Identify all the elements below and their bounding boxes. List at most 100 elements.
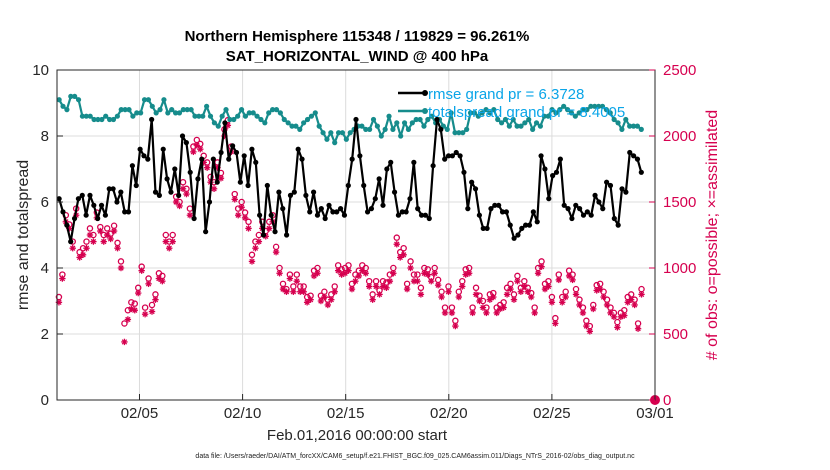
totalspread-point (596, 103, 602, 109)
obs-star-stroke (531, 310, 538, 316)
totalspread-point (281, 116, 287, 123)
rmse-point (145, 156, 151, 162)
x-tick-label: 02/20 (430, 405, 468, 422)
obs-assimilated-marker (638, 291, 645, 298)
obs-star-stroke (428, 278, 434, 284)
rmse-point (87, 192, 93, 198)
obs-star-stroke (638, 291, 645, 298)
obs-assimilated-marker (166, 245, 173, 252)
totalspread-point (184, 107, 190, 113)
obs-assimilated-marker (459, 283, 466, 290)
totalspread-point (72, 93, 78, 99)
rmse-point (122, 209, 128, 215)
totalspread-point (107, 116, 113, 123)
obs-star-stroke (107, 236, 114, 242)
totalspread-point (219, 113, 225, 119)
totalspread-point (530, 126, 536, 132)
obs-star-stroke (442, 310, 448, 316)
obs-star-stroke (507, 286, 514, 292)
obs-assimilated-marker (596, 285, 604, 293)
rmse-point (106, 186, 112, 192)
obs-star-stroke (359, 267, 365, 274)
obs-star-stroke (373, 283, 379, 290)
rmse-point (538, 153, 544, 159)
obs-star-stroke (456, 294, 462, 300)
totalspread-series (56, 93, 644, 146)
y-axis-label-left: rmse and totalspread (15, 160, 32, 310)
rmse-point (71, 215, 78, 222)
obs-assimilated-marker (179, 185, 187, 192)
rmse-point (222, 120, 228, 126)
totalspread-point (584, 107, 590, 113)
obs-star-stroke (83, 245, 90, 251)
obs-possible-marker (117, 258, 125, 265)
obs-assimilated-marker (352, 278, 359, 285)
obs-assimilated-marker (428, 278, 435, 285)
rmse-point (287, 192, 294, 198)
totalspread-point (549, 107, 555, 113)
totalspread-point (634, 123, 641, 129)
obs-star-stroke (394, 241, 400, 247)
obs-assimilated-marker (245, 225, 252, 232)
totalspread-point (235, 113, 241, 119)
rmse-point (129, 163, 135, 169)
obs-assimilated-marker (490, 293, 497, 301)
obs-star-stroke (138, 267, 145, 274)
totalspread-point (382, 126, 388, 132)
obs-assimilated-marker (531, 309, 538, 317)
obs-assimilated-marker (579, 309, 587, 317)
rmse-point (634, 156, 641, 162)
totalspread-point (238, 107, 245, 113)
rmse-point (249, 146, 255, 152)
rmse-point (619, 186, 625, 192)
obs-star-stroke (294, 278, 300, 284)
rmse-point (407, 196, 413, 202)
obs-star-stroke (576, 302, 583, 308)
rmse-point (573, 202, 579, 208)
obs-star-stroke (390, 270, 397, 276)
rmse-point (349, 156, 355, 162)
totalspread-point (561, 103, 567, 109)
obs-assimilated-marker (500, 304, 507, 311)
x-tick-label: 02/15 (327, 405, 365, 422)
obs-star-stroke (190, 149, 197, 155)
rmse-point (179, 133, 186, 139)
obs-assimilated-marker (286, 275, 294, 282)
totalspread-point (370, 116, 377, 123)
obs-assimilated-marker (465, 270, 473, 277)
rmse-point (364, 209, 371, 215)
obs-star-stroke (235, 212, 241, 218)
rmse-point (515, 232, 521, 238)
totalspread-point (200, 113, 206, 119)
rmse-point (295, 146, 301, 152)
obs-assimilated-marker (469, 309, 476, 317)
obs-star-stroke (159, 278, 166, 284)
totalspread-point (386, 113, 392, 119)
obs-star-stroke (266, 225, 272, 232)
obs-star-stroke (263, 233, 269, 240)
totalspread-point (246, 110, 252, 116)
obs-star-stroke (114, 245, 121, 251)
obs-star-stroke (407, 265, 414, 271)
obs-star-stroke (521, 283, 528, 290)
totalspread-point (60, 103, 66, 109)
obs-assimilated-marker (472, 291, 480, 298)
rmse-point (507, 222, 513, 228)
obs-assimilated-marker (290, 288, 297, 295)
obs-assimilated-marker (607, 309, 614, 317)
totalspread-point (545, 113, 551, 119)
obs-star-stroke (525, 289, 531, 295)
totalspread-point (592, 103, 598, 109)
obs-assimilated-marker (276, 270, 283, 277)
totalspread-point (498, 120, 505, 126)
y-tick-label-left: 0 (41, 392, 49, 409)
obs-assimilated-marker (355, 272, 363, 280)
obs-assimilated-marker (183, 190, 190, 198)
obs-star-stroke (590, 306, 596, 312)
totalspread-point (506, 123, 512, 129)
rmse-point (156, 192, 162, 198)
totalspread-point (304, 116, 311, 123)
obs-assimilated-marker (238, 204, 245, 211)
totalspread-point (126, 107, 132, 113)
totalspread-point (262, 120, 268, 126)
